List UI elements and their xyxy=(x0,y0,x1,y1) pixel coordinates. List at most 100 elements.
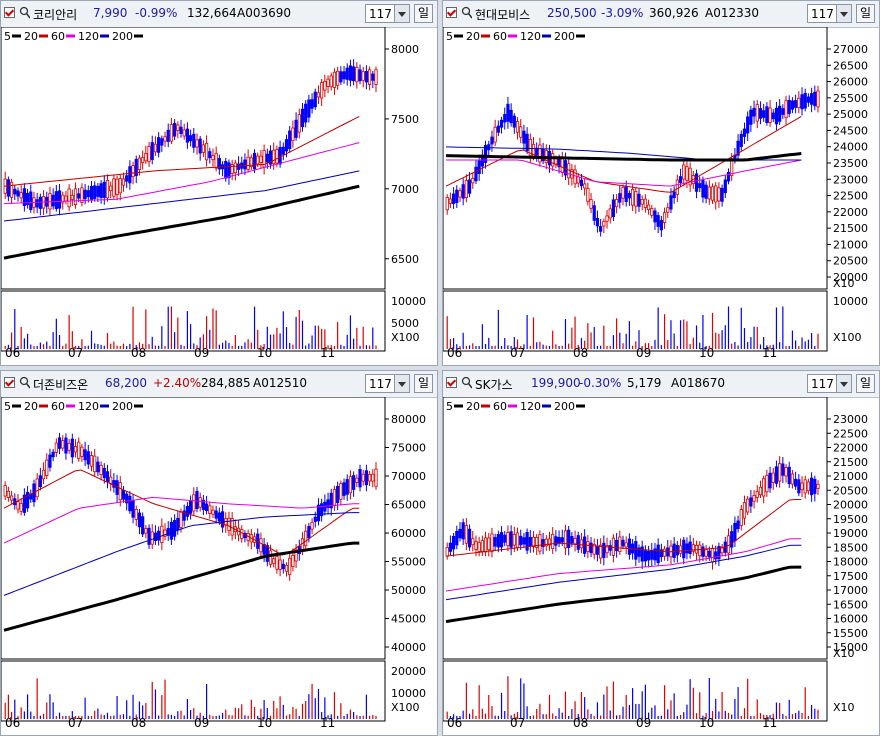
period-value: 117 xyxy=(369,7,392,21)
candle xyxy=(77,441,81,460)
candle xyxy=(758,108,763,119)
candle xyxy=(611,199,616,218)
candle xyxy=(141,516,145,535)
candle xyxy=(368,69,372,85)
candle xyxy=(774,107,779,125)
chart-panel-hyundaimobis[interactable]: 현대모비스 250,500 -3.09% 360,926 A012330 117… xyxy=(442,0,880,366)
candle xyxy=(211,155,215,161)
chevron-down-icon[interactable] xyxy=(836,375,851,392)
chart-panel-duzonbizon[interactable]: 더존비즈온 68,200 +2.40% 284,885 A012510 117 … xyxy=(0,370,438,736)
chart-panel-skgas[interactable]: SK가스 199,900 -0.30% 5,179 A018670 117 일 … xyxy=(442,370,880,736)
candle xyxy=(762,478,766,497)
candle xyxy=(208,151,212,159)
candle xyxy=(806,96,811,103)
candle xyxy=(96,461,100,473)
unit-button[interactable]: 일 xyxy=(414,4,433,23)
y-tick-label: 17500 xyxy=(833,570,868,583)
x-tick-label: 06 xyxy=(447,346,462,360)
price-chart[interactable]: 5 20 60 120 200 80000 75000 70000 65000 60000 5500… xyxy=(1,397,437,735)
search-icon[interactable] xyxy=(461,6,472,20)
chevron-down-icon[interactable] xyxy=(394,375,409,392)
price-chart[interactable]: 5 20 60 120 200 8000 7500 7000 6500 10000 5000X100… xyxy=(1,27,437,365)
candle xyxy=(541,539,545,547)
candle xyxy=(650,208,654,216)
candle xyxy=(720,546,724,554)
candle xyxy=(806,481,811,492)
candle xyxy=(185,505,190,517)
candle xyxy=(637,193,641,207)
candle xyxy=(576,176,580,184)
y-tick-label: 21000 xyxy=(833,238,868,251)
candle xyxy=(506,532,510,547)
candle xyxy=(720,187,724,202)
price-chart[interactable]: 5 20 60 120 200 27000 26500 26000 25500 25000 2450… xyxy=(443,27,879,365)
unit-button[interactable]: 일 xyxy=(414,374,433,393)
candle xyxy=(268,150,273,165)
vol-tick-label: 5000 xyxy=(391,317,419,330)
candle xyxy=(256,155,260,165)
candle xyxy=(150,531,154,545)
candle xyxy=(361,71,365,81)
candle xyxy=(304,530,308,547)
candle xyxy=(678,545,683,554)
x-tick-label: 09 xyxy=(194,716,209,730)
candle xyxy=(509,531,513,548)
candle xyxy=(525,532,529,551)
candle xyxy=(345,479,349,495)
candle xyxy=(586,187,590,202)
vol-unit-label: X10 xyxy=(833,701,855,714)
candle xyxy=(471,538,475,546)
candle xyxy=(19,192,23,199)
candle xyxy=(531,536,536,548)
candle xyxy=(204,503,209,512)
candle xyxy=(105,471,110,482)
candle xyxy=(595,217,600,227)
candle xyxy=(147,146,151,163)
checkbox-icon[interactable] xyxy=(446,377,457,388)
chevron-down-icon[interactable] xyxy=(836,5,851,22)
candle xyxy=(579,179,584,187)
search-icon[interactable] xyxy=(19,6,30,20)
candle xyxy=(752,495,756,502)
checkbox-icon[interactable] xyxy=(4,377,15,388)
period-select[interactable]: 117 xyxy=(365,374,410,393)
checkbox-icon[interactable] xyxy=(4,7,15,18)
candle xyxy=(25,491,30,509)
candle xyxy=(678,176,683,184)
candle xyxy=(490,136,494,145)
candle xyxy=(579,539,584,549)
period-select[interactable]: 117 xyxy=(365,4,410,23)
y-tick-label: 22500 xyxy=(833,427,868,440)
candle xyxy=(755,104,759,122)
candle xyxy=(800,94,804,110)
candle xyxy=(646,204,651,211)
ma-legend-label: 20 xyxy=(466,30,480,43)
candle xyxy=(323,81,327,91)
candle xyxy=(787,100,791,114)
ma-legend-label: 20 xyxy=(24,30,38,43)
unit-button[interactable]: 일 xyxy=(856,374,875,393)
ma-legend-label: 120 xyxy=(520,30,541,43)
chevron-down-icon[interactable] xyxy=(394,5,409,22)
x-tick-label: 07 xyxy=(68,716,83,730)
checkbox-icon[interactable] xyxy=(446,7,457,18)
search-icon[interactable] xyxy=(461,376,472,390)
candle xyxy=(198,138,202,154)
candle xyxy=(137,157,142,170)
candle xyxy=(173,122,177,137)
x-tick-label: 11 xyxy=(320,716,335,730)
moving-average-line xyxy=(3,170,360,222)
candle xyxy=(688,541,692,554)
panel-header: 현대모비스 250,500 -3.09% 360,926 A012330 117… xyxy=(443,1,879,28)
search-icon[interactable] xyxy=(19,376,30,390)
candle xyxy=(570,169,574,179)
volume-area xyxy=(1,290,386,352)
y-tick-label: 7000 xyxy=(391,183,419,196)
chart-panel-koreanre[interactable]: 코리안리 7,990 -0.99% 132,664 A003690 117 일 … xyxy=(0,0,438,366)
unit-button[interactable]: 일 xyxy=(856,4,875,23)
period-select[interactable]: 117 xyxy=(807,4,852,23)
candle xyxy=(336,70,340,86)
candle xyxy=(496,534,500,548)
period-select[interactable]: 117 xyxy=(807,374,852,393)
